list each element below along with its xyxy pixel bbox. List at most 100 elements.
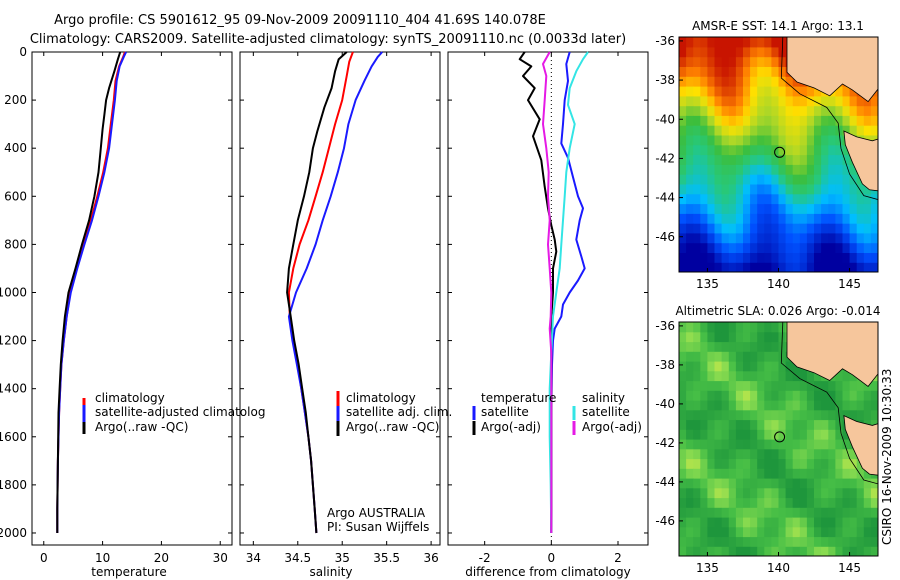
map-cell	[778, 115, 787, 126]
map-cell	[743, 86, 751, 97]
map-cell	[870, 223, 878, 234]
map-cell	[693, 144, 701, 156]
map-cell	[714, 174, 723, 185]
sst-latitude-ticks: -36 -38 -40 -42 -44 -46	[655, 34, 683, 244]
map-cell	[814, 125, 822, 136]
longitude-tick-label: 135	[696, 277, 719, 291]
map-cell	[785, 223, 794, 234]
map-cell	[792, 409, 801, 421]
map-cell	[700, 458, 708, 469]
map-cell	[707, 331, 716, 343]
map-cell	[728, 86, 737, 97]
map-cell	[750, 213, 758, 224]
map-cell	[750, 341, 758, 352]
map-cell	[870, 507, 878, 518]
map-cell	[757, 439, 765, 450]
map-cell	[785, 546, 794, 556]
map-cell	[835, 380, 844, 391]
map-cell	[764, 86, 772, 97]
map-cell	[764, 458, 772, 469]
map-cell	[700, 497, 708, 508]
legend-item-temp-satellite: satellite	[481, 405, 529, 419]
map-cell	[849, 223, 858, 234]
map-cell	[750, 95, 758, 107]
map-cell	[679, 223, 687, 234]
map-cell	[828, 380, 836, 391]
map-cell	[828, 125, 836, 136]
map-cell	[700, 66, 708, 77]
map-cell	[771, 262, 780, 272]
map-cell	[693, 487, 701, 499]
map-cell	[863, 517, 872, 528]
map-cell	[679, 154, 687, 165]
map-cell	[750, 252, 758, 263]
map-cell	[835, 174, 844, 185]
map-cell	[728, 174, 737, 185]
map-cell	[693, 46, 701, 58]
map-cell	[856, 262, 865, 272]
map-cell	[679, 487, 687, 499]
map-cell	[757, 56, 765, 67]
map-cell	[700, 262, 708, 272]
map-cell	[728, 517, 737, 528]
map-cell	[771, 252, 780, 263]
map-cell	[693, 232, 701, 244]
map-cell	[771, 370, 780, 382]
map-cell	[750, 517, 758, 528]
map-cell	[693, 125, 701, 136]
map-cell	[679, 125, 687, 136]
map-cell	[771, 439, 780, 450]
latitude-tick-label: -46	[655, 230, 675, 244]
map-cell	[700, 507, 708, 518]
map-cell	[856, 487, 865, 499]
map-cell	[686, 125, 694, 136]
map-cell	[835, 487, 844, 499]
map-cell	[735, 536, 744, 547]
map-cell	[785, 468, 794, 479]
latitude-tick-label: -42	[655, 436, 675, 450]
map-cell	[735, 154, 744, 165]
map-cell	[821, 125, 829, 136]
map-cell	[771, 507, 780, 518]
map-cell	[743, 144, 751, 156]
map-cell	[821, 468, 829, 479]
map-cell	[700, 164, 708, 175]
map-cell	[835, 546, 844, 556]
map-cell	[693, 526, 701, 538]
map-cell	[721, 213, 730, 224]
map-cell	[806, 183, 815, 195]
map-cell	[828, 419, 836, 430]
map-cell	[750, 76, 758, 87]
map-cell	[849, 86, 858, 97]
map-cell	[750, 262, 758, 272]
map-cell	[728, 487, 737, 499]
map-cell	[821, 213, 829, 224]
map-cell	[679, 37, 687, 48]
map-cell	[806, 86, 815, 97]
map-cell	[728, 419, 737, 430]
map-cell	[828, 400, 836, 411]
map-cell	[828, 193, 836, 205]
map-cell	[842, 183, 851, 195]
map-cell	[735, 223, 744, 234]
map-cell	[735, 478, 744, 489]
map-cell	[806, 125, 815, 136]
map-cell	[799, 458, 808, 469]
map-cell	[771, 46, 780, 58]
map-cell	[814, 164, 822, 175]
map-cell	[721, 66, 730, 77]
map-cell	[700, 232, 708, 244]
temperature-panel: 0 200 400 600 800 1000 1200 1400 1600 1800 2000 0 1…	[0, 45, 265, 579]
map-cell	[821, 400, 829, 411]
map-cell	[792, 400, 801, 411]
map-cell	[814, 154, 822, 165]
map-cell	[842, 193, 851, 205]
map-cell	[799, 536, 808, 547]
sla-map-panel: Altimetric SLA: 0.026 Argo: -0.014 135 14…	[655, 304, 880, 575]
map-cell	[714, 419, 723, 430]
map-cell	[778, 252, 787, 263]
map-cell	[700, 125, 708, 136]
map-cell	[828, 507, 836, 518]
map-cell	[743, 95, 751, 107]
map-cell	[707, 517, 716, 528]
